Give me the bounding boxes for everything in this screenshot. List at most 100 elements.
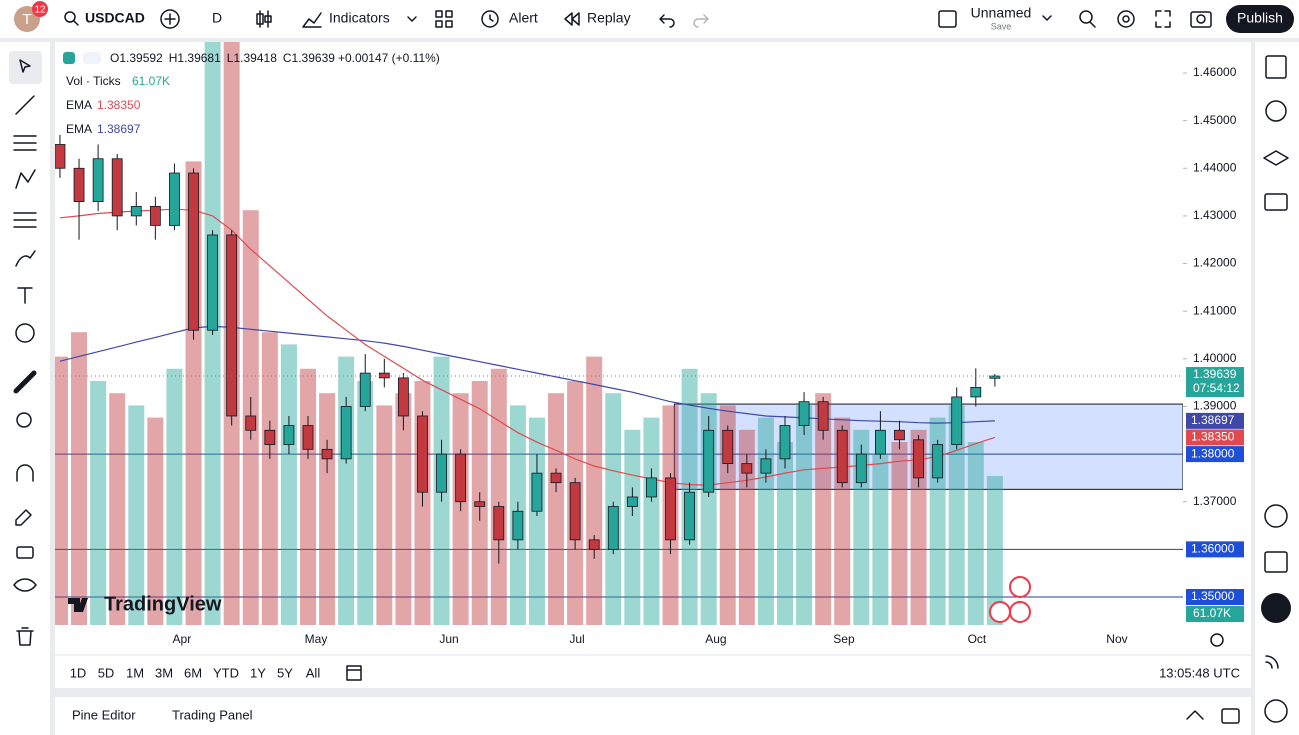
candle-body	[836, 429, 848, 484]
lock-tool[interactable]	[16, 546, 34, 559]
compare-icon[interactable]	[160, 9, 180, 29]
visibility-tool[interactable]	[13, 578, 37, 592]
timeframe-button[interactable]: 3M	[155, 665, 173, 680]
search-icon[interactable]	[64, 11, 76, 23]
ema-label: EMA	[66, 122, 92, 136]
chart-type-icon[interactable]	[256, 10, 272, 28]
indicators-button[interactable]: Indicators	[329, 10, 390, 26]
replay-button[interactable]: Replay	[587, 10, 631, 26]
maximize-icon[interactable]	[1221, 708, 1240, 724]
ohlc-part: 1.39592	[119, 51, 163, 65]
layout-name[interactable]: Unnamed	[971, 5, 1032, 21]
timeframe-button[interactable]: 1Y	[250, 665, 266, 680]
candle-body	[302, 425, 314, 450]
zoom-tool[interactable]	[16, 412, 32, 428]
price-tag	[1186, 541, 1244, 558]
x-tick-label: May	[305, 632, 328, 646]
candle-body	[588, 539, 600, 550]
timeframe-button[interactable]: 5Y	[277, 665, 293, 680]
timeframe-button[interactable]: All	[306, 665, 321, 680]
layout-icon[interactable]	[938, 10, 957, 28]
trading-panel-tab[interactable]: Trading Panel	[172, 707, 253, 722]
indicators-icon[interactable]	[302, 12, 322, 28]
ema-slow-tag	[1186, 412, 1244, 429]
fullscreen-icon[interactable]	[1155, 10, 1171, 28]
event-flag[interactable]	[989, 601, 1011, 623]
candle-body	[531, 472, 543, 512]
candle-body	[73, 167, 85, 203]
volume-value: 61.07K	[132, 74, 170, 88]
ema-slow-tag-label: 1.38697	[1191, 413, 1235, 427]
dropdown-icon[interactable]	[407, 16, 417, 22]
alert-icon[interactable]	[481, 10, 499, 28]
projection-tool[interactable]	[13, 212, 37, 228]
watchlist-icon[interactable]	[1265, 55, 1287, 79]
alert-button[interactable]: Alert	[509, 10, 538, 26]
alerts-icon[interactable]	[1265, 100, 1287, 122]
timeframe-button[interactable]: 6M	[184, 665, 202, 680]
stream-icon[interactable]	[1265, 655, 1279, 669]
candle-body	[378, 372, 390, 379]
candle-body	[913, 439, 924, 479]
right-sidebar	[1255, 42, 1299, 735]
target-icon[interactable]	[1264, 504, 1288, 528]
snapshot-icon	[1196, 14, 1206, 24]
volume-bar	[776, 442, 793, 625]
emoji-tool[interactable]	[15, 323, 35, 343]
undo-icon[interactable]	[659, 14, 675, 28]
timeframe-button[interactable]: 1D	[70, 665, 87, 680]
timeframe-button[interactable]: YTD	[213, 665, 239, 680]
templates-icon[interactable]	[435, 10, 453, 28]
candle-body	[665, 477, 676, 541]
settings-icon[interactable]	[1117, 10, 1135, 28]
search-icon	[73, 20, 79, 26]
text-tool[interactable]	[17, 287, 33, 304]
badge	[32, 1, 48, 17]
ohlc-part: O	[110, 51, 119, 65]
redo-icon[interactable]	[693, 14, 709, 28]
candle-body	[264, 429, 276, 445]
candle-body	[951, 396, 963, 445]
brush-tool[interactable]	[15, 250, 36, 267]
candle-body	[340, 406, 352, 460]
fib-tool[interactable]	[13, 135, 37, 151]
trendline-tool[interactable]	[15, 95, 35, 115]
publish-button[interactable]	[1226, 5, 1294, 33]
timeframe-button[interactable]: 5D	[98, 665, 115, 680]
candle-body	[283, 425, 295, 445]
event-flag[interactable]	[1009, 601, 1031, 623]
price-axis: 1.46000 1.45000 1.44000 1.43000 1.42000 1.410…	[1183, 65, 1244, 622]
ema-slow-value: 1.38697	[97, 122, 141, 136]
dropdown-icon[interactable]	[1042, 15, 1052, 21]
cursor-tool[interactable]	[19, 59, 31, 73]
calendar-icon[interactable]	[1264, 551, 1288, 573]
interval[interactable]: D	[212, 10, 222, 26]
date-range-icon[interactable]	[346, 665, 362, 681]
top-bar	[0, 0, 1299, 38]
apps-icon[interactable]	[1261, 593, 1291, 623]
volume-bar	[891, 442, 908, 625]
quick-search-icon[interactable]	[1079, 10, 1093, 24]
help-icon[interactable]	[1264, 699, 1288, 723]
candle-body	[149, 205, 161, 226]
chat-icon[interactable]	[1264, 193, 1288, 211]
candle-body	[569, 482, 581, 541]
settings-small-icon[interactable]	[1210, 633, 1224, 647]
collapse-icon[interactable]	[1186, 710, 1204, 720]
measure-tool[interactable]	[13, 370, 37, 394]
candle-body	[684, 491, 695, 541]
draw-mode-tool[interactable]	[15, 509, 32, 526]
snapshot-icon[interactable]	[1190, 11, 1212, 28]
replay-icon[interactable]	[564, 12, 580, 26]
event-flag[interactable]	[1009, 576, 1031, 598]
magnet-tool[interactable]	[16, 464, 34, 482]
left-toolbar	[0, 42, 50, 735]
pattern-tool[interactable]	[15, 169, 36, 189]
layers-icon[interactable]	[1263, 150, 1289, 166]
pine-editor-tab[interactable]: Pine Editor	[72, 707, 136, 722]
symbol[interactable]: USDCAD	[85, 10, 145, 26]
delete-tool[interactable]	[16, 627, 34, 646]
last-price-label: 1.39639	[1193, 367, 1237, 381]
timeframe-button[interactable]: 1M	[126, 665, 144, 680]
